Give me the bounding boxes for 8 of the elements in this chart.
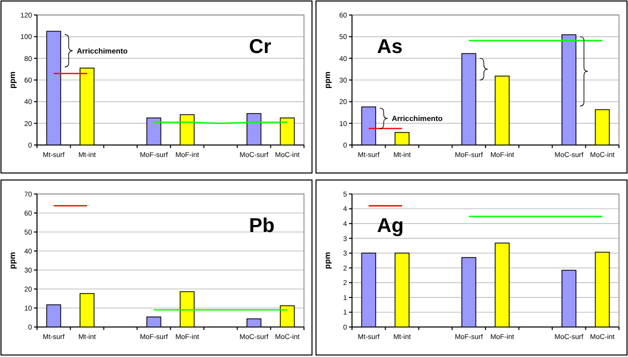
text: Pb <box>249 215 275 237</box>
text: Ag <box>377 215 404 237</box>
y-axis-title: ppm <box>323 252 332 269</box>
text: As <box>377 36 403 58</box>
text: Cr <box>249 36 272 58</box>
y-axis-title: ppm <box>8 252 17 269</box>
y-axis-title: ppm <box>8 72 17 88</box>
y-axis-title: ppm <box>323 72 332 88</box>
